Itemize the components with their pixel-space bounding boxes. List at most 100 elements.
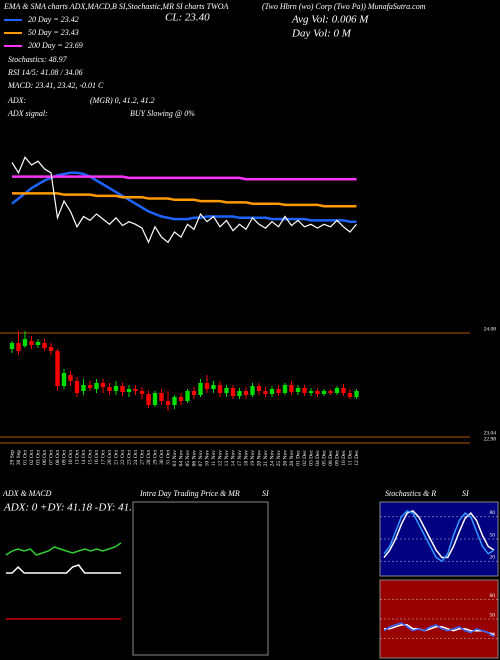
x-tick-label: 05 Dec xyxy=(321,449,327,465)
x-tick-label: 19 Nov xyxy=(250,450,256,467)
x-tick-label: 21 Nov xyxy=(263,450,269,467)
y-tick-label: 23.04 xyxy=(484,430,497,436)
candle-body xyxy=(55,351,60,386)
x-tick-label: 28 Oct xyxy=(146,450,152,465)
panel xyxy=(2,515,125,655)
candle-body xyxy=(16,343,21,351)
panel-title: SI xyxy=(462,489,469,498)
candle-body xyxy=(198,383,203,395)
legend-label: 20 Day = 23.42 xyxy=(28,15,79,24)
indicator-line xyxy=(383,622,495,638)
x-tick-label: 06 Oct xyxy=(42,450,48,465)
close-price: CL: 23.40 xyxy=(165,12,210,24)
candle-body xyxy=(94,383,99,389)
candle-body xyxy=(321,391,327,394)
candle-body xyxy=(133,389,138,391)
x-tick-label: 14 Oct xyxy=(81,450,87,465)
candle-body xyxy=(100,383,106,387)
y-tick-label: 60 xyxy=(490,593,496,599)
legend-label: 200 Day = 23.69 xyxy=(28,41,83,50)
ma-line xyxy=(12,192,357,208)
candle-body xyxy=(22,339,28,346)
candle-body xyxy=(139,391,145,394)
x-tick-label: 29 Sep xyxy=(9,450,15,465)
candle-body xyxy=(120,386,125,392)
candle-body xyxy=(146,394,151,405)
candle-body xyxy=(191,391,197,395)
x-tick-label: 13 Oct xyxy=(74,450,80,465)
macd: MACD: 23.41, 23.42, -0.01 C xyxy=(7,81,104,90)
y-tick-label: 50 xyxy=(490,612,496,618)
x-tick-label: 10 Nov xyxy=(204,450,210,467)
x-tick-label: 15 Oct xyxy=(87,450,93,465)
y-tick-label: 80 xyxy=(490,510,496,516)
day-vol: Day Vol: 0 M xyxy=(291,28,352,40)
x-tick-label: 04 Dec xyxy=(315,449,321,465)
x-tick-label: 20 Oct xyxy=(107,450,113,465)
candle-body xyxy=(230,388,236,396)
candle-body xyxy=(35,342,41,345)
candle-body xyxy=(308,391,314,393)
x-tick-label: 03 Nov xyxy=(172,450,178,467)
candle-body xyxy=(237,391,242,396)
x-tick-label: 29 Oct xyxy=(152,450,158,465)
legend-label: 50 Day = 23.43 xyxy=(28,28,79,37)
x-tick-label: 02 Oct xyxy=(29,450,35,465)
candle-body xyxy=(165,401,171,405)
x-tick-label: 21 Oct xyxy=(113,450,119,465)
x-tick-label: 22 Oct xyxy=(120,450,126,465)
candle-body xyxy=(211,385,216,389)
panel-title: SI xyxy=(262,489,269,498)
x-tick-label: 03 Dec xyxy=(308,449,314,465)
x-tick-label: 14 Nov xyxy=(230,450,236,467)
adx-signal-label: ADX signal: xyxy=(7,109,48,118)
x-tick-label: 24 Oct xyxy=(133,450,139,465)
x-tick-label: 18 Nov xyxy=(243,450,249,467)
candle-body xyxy=(354,391,359,397)
x-tick-label: 25 Nov xyxy=(276,450,282,467)
candle-body xyxy=(302,388,307,393)
candle-body xyxy=(61,373,67,386)
candle-body xyxy=(269,389,275,394)
adx-signal-value: BUY Slowing @ 0% xyxy=(130,109,195,118)
candle-body xyxy=(217,385,223,393)
candle-body xyxy=(347,393,353,397)
x-tick-label: 07 Oct xyxy=(48,450,54,465)
candle-body xyxy=(276,389,281,393)
x-tick-label: 30 Sep xyxy=(16,450,22,465)
candle-body xyxy=(74,381,80,393)
price-line xyxy=(11,156,357,244)
x-tick-label: 07 Nov xyxy=(198,450,204,467)
ma-line xyxy=(11,171,357,223)
x-tick-label: 04 Nov xyxy=(178,450,184,467)
x-tick-label: 31 Oct xyxy=(165,450,171,465)
panel xyxy=(379,501,499,577)
candle-body xyxy=(328,391,333,393)
x-tick-label: 08 Oct xyxy=(55,450,61,465)
candle-body xyxy=(315,391,320,394)
adx-value: (MGR) 0, 41.2, 41.2 xyxy=(90,96,155,105)
stochastics: Stochastics: 48.97 xyxy=(8,55,68,64)
candle-body xyxy=(172,397,177,405)
x-tick-label: 17 Nov xyxy=(237,450,243,467)
x-tick-label: 13 Nov xyxy=(224,450,230,467)
rsi: RSI 14/5: 41.08 / 34.06 xyxy=(7,68,83,77)
candle-body xyxy=(178,397,184,401)
panel-title: Stochastics & R xyxy=(385,489,436,498)
x-tick-label: 11 Dec xyxy=(347,449,353,465)
indicator-line xyxy=(383,510,495,559)
x-tick-label: 10 Oct xyxy=(68,450,74,465)
x-tick-label: 20 Nov xyxy=(256,450,262,467)
adx-label: ADX: xyxy=(7,96,27,105)
avg-vol: Avg Vol: 0.006 M xyxy=(291,14,369,26)
candle-body xyxy=(289,385,294,392)
x-tick-label: 17 Oct xyxy=(100,450,106,465)
candle-body xyxy=(68,375,73,381)
candle-body xyxy=(152,393,158,405)
candle-body xyxy=(204,383,210,389)
candle-body xyxy=(282,385,288,393)
candle-body xyxy=(159,393,164,401)
candle-body xyxy=(263,391,268,394)
x-tick-label: 03 Oct xyxy=(35,450,41,465)
